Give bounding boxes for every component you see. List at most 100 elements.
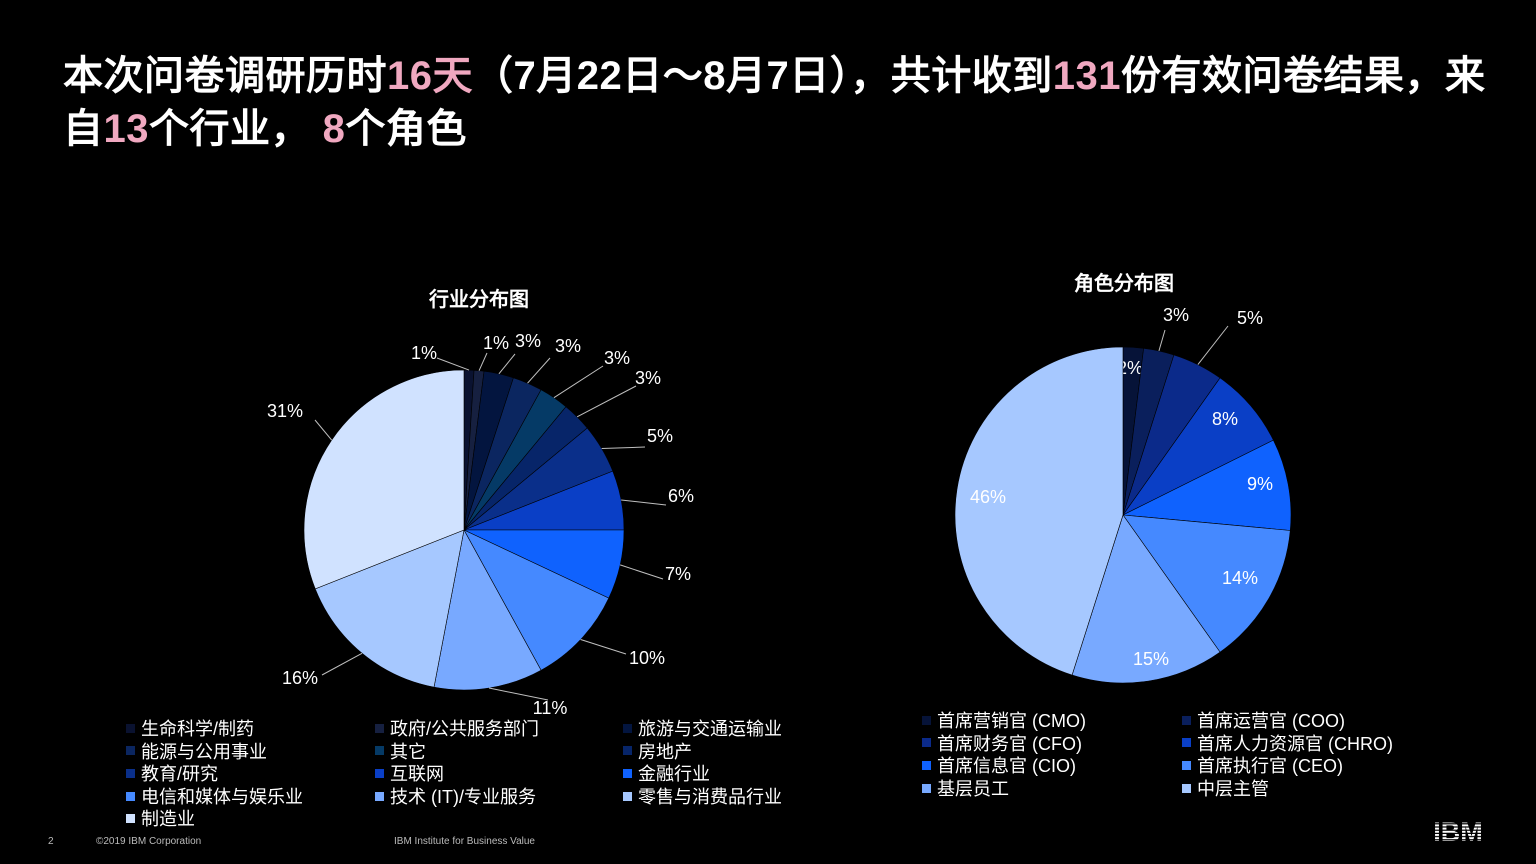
role-slice-5 [1122, 514, 1291, 653]
role-chart-title: 角色分布图 [1074, 273, 1174, 295]
page-title: 本次问卷调研历时16天（7月22日～8月7日），共计收到131份有效问卷结果，来… [63, 50, 1493, 156]
role-legend-item: 首席营销官 (CMO) [922, 710, 1086, 733]
role-legend-label: 首席财务官 (CFO) [937, 733, 1082, 754]
role-legend-item: 中层主管 [1182, 778, 1269, 801]
title-count: 131 [1052, 54, 1121, 98]
industry-slice-10 [433, 529, 542, 691]
page-number: 2 [48, 836, 54, 847]
role-legend-label: 首席执行官 (CEO) [1197, 756, 1343, 777]
industry-legend-label: 互联网 [390, 764, 444, 785]
industry-slice-12 [303, 369, 465, 590]
industry-legend-label: 政府/公共服务部门 [390, 719, 540, 739]
role-legend-swatch [1182, 715, 1191, 725]
industry-leader-line-12 [314, 419, 333, 441]
title-roles: 8 [322, 107, 346, 151]
role-legend-label: 首席营销官 (CMO) [937, 711, 1086, 731]
industry-legend-label: 金融行业 [638, 764, 710, 785]
industry-data-label-6: 5% [647, 426, 673, 446]
industry-legend-label: 其它 [390, 741, 426, 762]
copyright-text: ©2019 IBM Corporation [96, 836, 202, 847]
industry-legend-label: 能源与公用事业 [141, 741, 267, 762]
role-data-label-5: 14% [1222, 568, 1258, 588]
industry-leader-line-10 [488, 687, 549, 701]
industry-leader-line-3 [527, 357, 551, 384]
industry-legend-label: 制造业 [141, 809, 195, 830]
role-legend-swatch [922, 783, 931, 793]
title-part-3: 份有效问卷结果，来自 [63, 54, 1486, 151]
industry-chart-title: 行业分布图 [429, 289, 529, 311]
industry-data-label-1: 1% [483, 333, 509, 353]
industry-legend-item: 零售与消费品行业 [623, 786, 782, 809]
role-legend-label: 首席运营官 (COO) [1197, 711, 1345, 731]
industry-leader-line-7 [621, 499, 667, 506]
role-legend-label: 中层主管 [1197, 778, 1269, 799]
industry-leader-line-2 [498, 353, 516, 375]
industry-data-label-4: 3% [604, 348, 630, 368]
industry-legend-swatch [126, 746, 135, 756]
industry-leader-line-0 [436, 357, 470, 371]
role-legend-swatch [922, 760, 931, 770]
industry-legend-item: 技术 (IT)/专业服务 [375, 786, 536, 809]
role-legend-label: 基层员工 [937, 778, 1009, 799]
industry-data-label-8: 7% [665, 564, 691, 584]
industry-legend-swatch [375, 768, 384, 778]
role-leader-line-2 [1197, 325, 1229, 365]
role-data-label-7: 46% [970, 487, 1006, 507]
industry-legend-swatch [126, 768, 135, 778]
industry-leader-line-6 [601, 446, 646, 450]
role-legend-swatch [1182, 783, 1191, 793]
industry-legend-label: 零售与消费品行业 [638, 786, 782, 807]
title-part-4: 个行业， [149, 107, 311, 151]
industry-legend-item: 生命科学/制药 [126, 718, 254, 741]
role-slice-4 [1121, 439, 1292, 531]
industry-legend-label: 房地产 [638, 741, 692, 762]
industry-legend-label: 技术 (IT)/专业服务 [390, 786, 536, 807]
industry-legend-item: 金融行业 [623, 763, 710, 786]
industry-data-label-5: 3% [635, 368, 661, 388]
industry-data-label-12: 31% [267, 401, 303, 421]
role-legend-item: 首席信息官 (CIO) [922, 755, 1076, 778]
industry-legend-item: 能源与公用事业 [126, 741, 267, 764]
industry-legend-swatch [623, 746, 632, 756]
industry-legend-swatch [375, 746, 384, 756]
role-legend-item: 首席执行官 (CEO) [1182, 755, 1343, 778]
industry-legend-item: 政府/公共服务部门 [375, 718, 539, 741]
title-part-5: 个角色 [345, 107, 467, 151]
industry-data-label-2: 3% [515, 331, 541, 351]
industry-legend-label: 旅游与交通运输业 [638, 719, 782, 739]
title-industries: 13 [103, 107, 149, 151]
role-data-label-4: 9% [1247, 474, 1273, 494]
industry-data-label-11: 16% [282, 668, 318, 688]
ibm-logo: IBM [1433, 818, 1483, 844]
industry-legend-item: 房地产 [623, 741, 692, 764]
industry-legend-swatch [375, 723, 384, 733]
industry-data-label-0: 1% [411, 343, 437, 363]
industry-data-label-3: 3% [555, 336, 581, 356]
industry-legend-item: 制造业 [126, 808, 195, 831]
industry-legend-label: 生命科学/制药 [141, 719, 255, 739]
industry-legend-swatch [623, 791, 632, 801]
institute-text: IBM Institute for Business Value [394, 836, 535, 847]
role-legend-label: 首席人力资源官 (CHRO) [1197, 733, 1393, 754]
industry-data-label-7: 6% [668, 486, 694, 506]
industry-data-label-9: 10% [629, 648, 665, 668]
role-legend-swatch [1182, 738, 1191, 748]
role-legend-item: 首席财务官 (CFO) [922, 733, 1082, 756]
industry-legend-label: 教育/研究 [141, 764, 219, 785]
role-data-label-2: 5% [1237, 308, 1263, 328]
role-data-label-6: 15% [1133, 649, 1169, 669]
title-days: 16天 [387, 54, 473, 98]
industry-leader-line-4 [553, 365, 604, 399]
role-legend-swatch [1182, 760, 1191, 770]
industry-slice-9 [463, 529, 610, 671]
role-legend-item: 首席运营官 (COO) [1182, 710, 1345, 733]
industry-legend-item: 教育/研究 [126, 763, 218, 786]
industry-leader-line-8 [619, 564, 664, 580]
role-legend-swatch [922, 715, 931, 725]
industry-legend-item: 电信和媒体与娱乐业 [126, 786, 303, 809]
industry-legend-swatch [126, 791, 135, 801]
role-data-label-3: 8% [1212, 409, 1238, 429]
industry-legend-swatch [126, 723, 135, 733]
role-leader-line-1 [1158, 329, 1166, 352]
